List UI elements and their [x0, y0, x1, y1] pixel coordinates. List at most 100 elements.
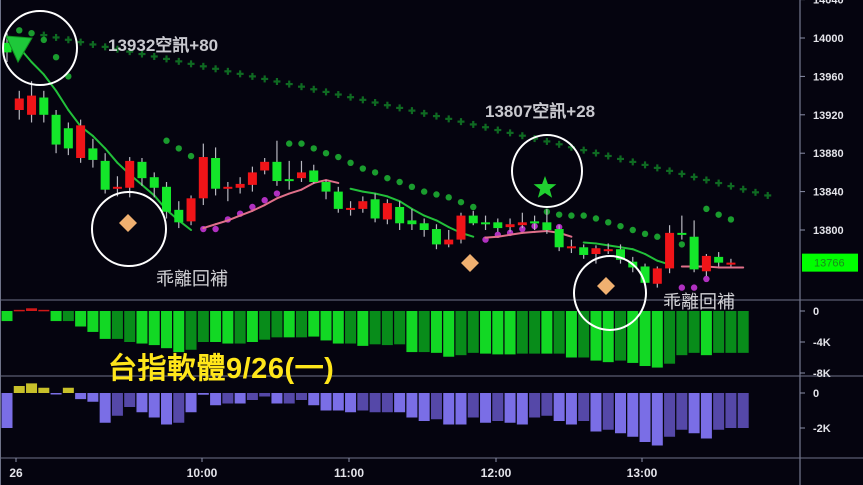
- candle: [665, 225, 675, 274]
- histogram-1-bar: [148, 311, 160, 346]
- histogram-2-bar: [197, 393, 209, 395]
- histogram-1-tick-label: -4K: [813, 337, 831, 349]
- histogram-1-bar: [99, 311, 111, 339]
- histogram-2-bar: [737, 393, 749, 428]
- histogram-2-bar: [467, 393, 479, 418]
- histogram-1-bar: [688, 311, 700, 353]
- candle: [39, 90, 49, 123]
- upper-trail-dot: [605, 219, 612, 226]
- candle: [370, 193, 380, 223]
- candle: [444, 230, 454, 248]
- histogram-2-bar: [136, 393, 148, 413]
- cross-marker: [150, 52, 158, 60]
- moving-average-segment: [202, 223, 217, 230]
- cross-marker: [138, 50, 146, 58]
- histogram-2-bar: [87, 393, 99, 402]
- histogram-2-bar: [234, 393, 246, 404]
- candle-body: [517, 222, 527, 226]
- upper-trail-dot: [617, 222, 624, 230]
- moving-average-segment: [582, 241, 597, 245]
- histogram-1-bar: [651, 311, 663, 368]
- histogram-1-bar: [357, 311, 369, 346]
- price-tick-label: 13960: [813, 71, 844, 83]
- candle: [505, 218, 515, 232]
- highlight-circle: [511, 134, 583, 208]
- candle-body: [481, 222, 491, 225]
- histogram-1-bar: [725, 311, 737, 353]
- upper-trail-dot: [703, 205, 710, 213]
- histogram-2-bar: [664, 393, 676, 437]
- histogram-2-bar: [259, 393, 271, 397]
- candle-body: [677, 232, 687, 235]
- candle: [321, 180, 331, 200]
- candle-body: [468, 215, 478, 224]
- candle-body: [358, 201, 368, 209]
- moving-average-segment: [312, 179, 328, 184]
- cross-marker: [126, 48, 134, 56]
- histogram-1-bar: [676, 311, 688, 356]
- candle-body: [149, 177, 159, 188]
- cross-marker: [727, 182, 735, 190]
- histogram-1-bar: [283, 311, 295, 338]
- last-price-badge: [802, 253, 858, 272]
- candle: [468, 210, 478, 226]
- candle-body: [505, 224, 515, 228]
- histogram-2-bar: [161, 393, 173, 425]
- histogram-1-bar: [418, 311, 430, 353]
- upper-trail-dot: [175, 145, 182, 152]
- candle-body: [493, 222, 503, 229]
- histogram-1-bar: [369, 311, 381, 345]
- histogram-2-bar: [369, 393, 381, 413]
- time-tick-label: 11:00: [334, 466, 364, 480]
- histogram-1-bar: [210, 311, 222, 342]
- moving-average-segment: [607, 244, 622, 249]
- candle-body: [63, 128, 73, 149]
- moving-average-segment: [300, 181, 315, 191]
- upper-trail-dot: [568, 212, 575, 219]
- histogram-2-bar: [504, 393, 516, 423]
- histogram-1-bar: [639, 311, 651, 367]
- candle-body: [88, 148, 98, 160]
- candle: [456, 212, 466, 244]
- histogram-2-tick-label: -2K: [813, 423, 831, 435]
- cross-marker: [310, 85, 318, 93]
- histogram-2-bar: [713, 393, 725, 430]
- cross-marker: [273, 77, 281, 85]
- histogram-1-bar: [75, 311, 87, 327]
- histogram-1-bar: [443, 311, 455, 357]
- histogram-2-bar: [246, 393, 258, 400]
- histogram-1-bar: [173, 311, 185, 353]
- histogram-1-bar: [492, 311, 504, 355]
- moving-average-segment: [374, 192, 389, 198]
- histogram-2-bar: [283, 393, 295, 404]
- moving-average-segment: [361, 190, 377, 195]
- candle: [296, 160, 306, 182]
- candle: [125, 157, 135, 198]
- candle-body: [296, 172, 306, 179]
- candle-body: [407, 220, 417, 225]
- histogram-2-bar: [602, 393, 614, 430]
- histogram-2-bar: [210, 393, 222, 406]
- histogram-1-bar: [430, 311, 442, 353]
- upper-trail-dot: [408, 183, 416, 190]
- candle-body: [701, 255, 711, 272]
- histogram-1-bar: [467, 311, 479, 353]
- histogram-2-bar: [615, 393, 626, 434]
- sell-signal-label: 13807空訊+28: [485, 102, 596, 121]
- histogram-1-bar: [602, 311, 614, 363]
- moving-average-segment: [67, 109, 82, 128]
- moving-average-segment: [226, 214, 242, 222]
- candle: [701, 254, 711, 277]
- chart-title: 台指軟體9/26(一): [108, 353, 335, 385]
- candle-body: [591, 248, 601, 254]
- candle: [309, 164, 319, 184]
- upper-trail-dot: [445, 194, 452, 201]
- candle-body: [370, 199, 380, 219]
- moving-average-segment: [435, 219, 450, 229]
- upper-trail-dot: [715, 211, 722, 218]
- histogram-2-bar: [271, 393, 283, 404]
- cross-marker: [224, 67, 232, 75]
- histogram-1-bar: [565, 311, 577, 358]
- moving-average-segment: [386, 195, 401, 203]
- histogram-2-bar: [1, 393, 13, 428]
